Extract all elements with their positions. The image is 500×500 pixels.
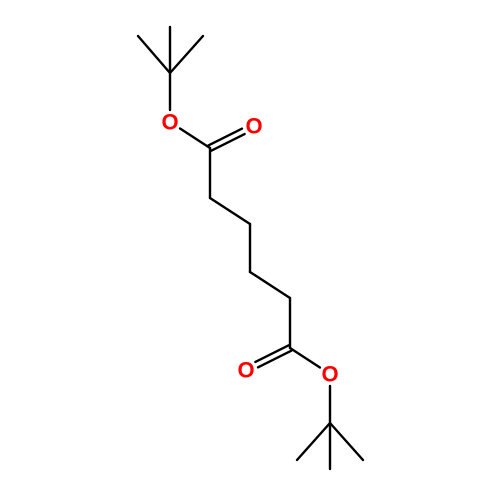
bond xyxy=(330,423,363,460)
bond xyxy=(250,272,290,298)
atom-label-O: O xyxy=(321,362,338,387)
atom-label-O: O xyxy=(245,114,262,139)
bond xyxy=(180,129,210,148)
bond xyxy=(210,198,250,224)
bond xyxy=(290,348,320,367)
molecule-diagram: O O O O xyxy=(0,0,500,500)
bond xyxy=(170,36,203,73)
bond xyxy=(297,423,330,460)
atom-label-O: O xyxy=(237,358,254,383)
bond xyxy=(138,36,170,73)
atom-label-O: O xyxy=(161,110,178,135)
